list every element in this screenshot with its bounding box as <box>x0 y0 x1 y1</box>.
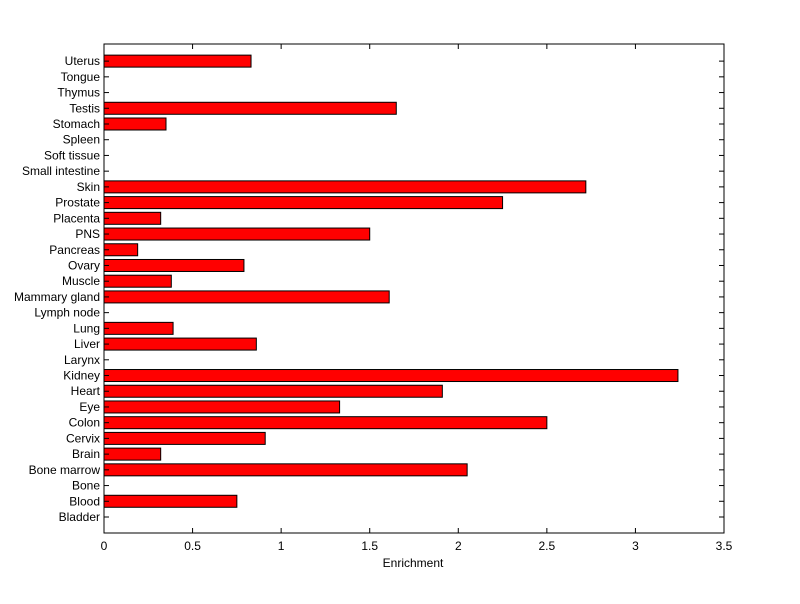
bar-lung <box>103 321 174 335</box>
y-tick-label-pancreas: Pancreas <box>49 243 100 257</box>
x-tick-label: 3.5 <box>716 539 733 553</box>
y-tick-label-blood: Blood <box>69 494 100 508</box>
y-tick-label-uterus: Uterus <box>65 54 100 68</box>
y-tick-label-small-intestine: Small intestine <box>22 164 100 178</box>
y-tick-label-lung: Lung <box>73 321 100 335</box>
y-tick-label-tongue: Tongue <box>61 70 101 84</box>
y-tick-label-ovary: Ovary <box>68 258 100 272</box>
bar-pancreas <box>103 243 139 257</box>
bar-uterus <box>103 54 252 68</box>
x-tick-label: 1.5 <box>361 539 378 553</box>
y-tick-label-bladder: Bladder <box>59 510 100 524</box>
y-tick-label-bone-marrow: Bone marrow <box>29 463 101 477</box>
y-tick-label-liver: Liver <box>74 337 100 351</box>
bar-mammary-gland <box>103 290 390 304</box>
y-tick-label-thymus: Thymus <box>57 86 100 100</box>
bar-liver <box>103 337 257 351</box>
y-tick-label-muscle: Muscle <box>62 274 100 288</box>
bar-skin <box>103 180 587 194</box>
bar-cervix <box>103 431 266 445</box>
y-tick-label-heart: Heart <box>71 384 101 398</box>
x-tick-label: 2 <box>455 539 462 553</box>
y-tick-label-mammary-gland: Mammary gland <box>14 290 100 304</box>
y-tick-label-cervix: Cervix <box>66 431 100 445</box>
x-tick-label: 2.5 <box>539 539 556 553</box>
y-tick-label-brain: Brain <box>72 447 100 461</box>
y-tick-label-stomach: Stomach <box>53 117 100 131</box>
x-tick-label: 1 <box>278 539 285 553</box>
x-tick-label: 0.5 <box>184 539 201 553</box>
y-tick-label-spleen: Spleen <box>63 133 100 147</box>
y-tick-label-skin: Skin <box>77 180 100 194</box>
bar-heart <box>103 384 443 398</box>
y-tick-label-lymph-node: Lymph node <box>34 306 100 320</box>
bar-stomach <box>103 117 167 131</box>
bar-testis <box>103 101 397 115</box>
bar-blood <box>103 494 238 508</box>
bar-brain <box>103 447 162 461</box>
bar-kidney <box>103 369 679 383</box>
y-tick-label-soft-tissue: Soft tissue <box>44 148 100 162</box>
bar-muscle <box>103 274 172 288</box>
y-tick-label-pns: PNS <box>75 227 100 241</box>
x-tick-label: 0 <box>101 539 108 553</box>
ticks-layer <box>103 44 725 533</box>
y-tick-label-testis: Testis <box>69 101 100 115</box>
y-tick-label-larynx: Larynx <box>64 353 100 367</box>
y-tick-label-eye: Eye <box>79 400 100 414</box>
bar-eye <box>103 400 341 414</box>
y-tick-label-kidney: Kidney <box>63 369 100 383</box>
bar-ovary <box>103 258 245 272</box>
bar-prostate <box>103 196 504 210</box>
y-tick-label-prostate: Prostate <box>55 196 100 210</box>
bar-placenta <box>103 211 162 225</box>
x-tick-label: 3 <box>632 539 639 553</box>
bar-colon <box>103 416 548 430</box>
plot-area <box>103 43 725 534</box>
bar-pns <box>103 227 371 241</box>
y-tick-label-bone: Bone <box>72 479 100 493</box>
y-tick-label-placenta: Placenta <box>53 211 100 225</box>
bar-bone-marrow <box>103 463 468 477</box>
x-axis-label: Enrichment <box>383 556 444 570</box>
y-tick-label-colon: Colon <box>69 416 100 430</box>
